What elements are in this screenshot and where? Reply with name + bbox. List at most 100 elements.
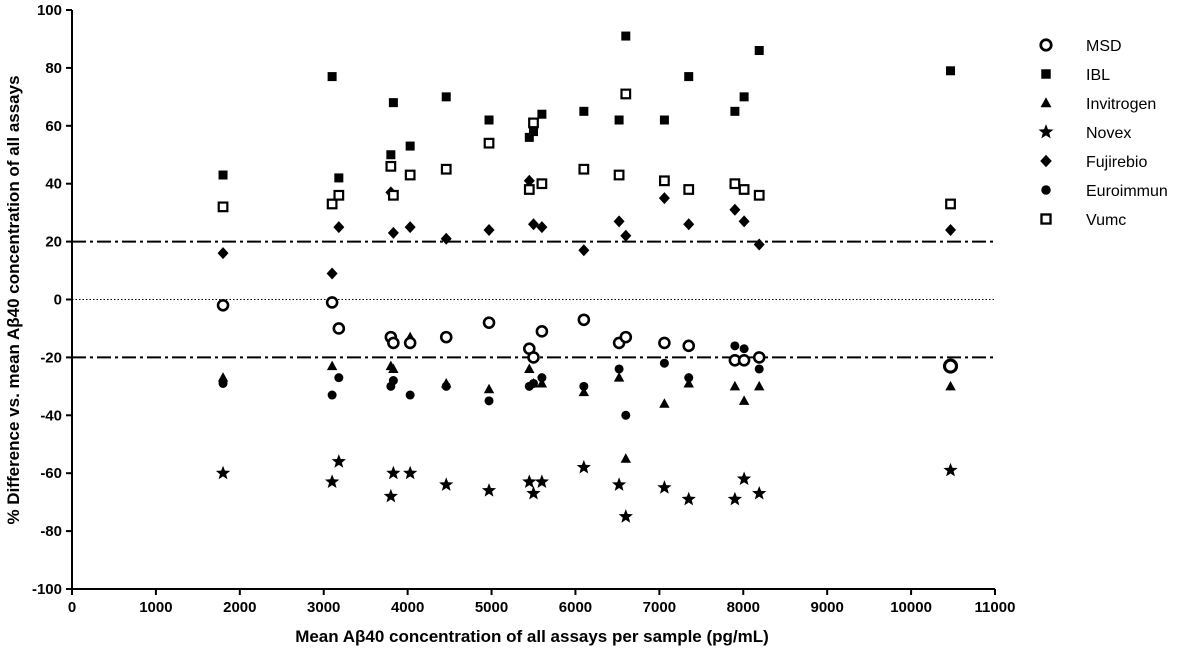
point-invitrogen — [729, 380, 741, 391]
point-fujirebio — [729, 203, 741, 216]
x-tick-label: 9000 — [810, 599, 843, 616]
x-tick-label: 11000 — [975, 599, 1016, 616]
point-fujirebio — [613, 215, 625, 228]
point-novex — [481, 483, 497, 497]
point-novex — [383, 488, 398, 503]
point-msd — [439, 330, 453, 344]
point-msd — [535, 325, 549, 338]
point-euroimmun — [529, 378, 538, 388]
point-msd — [942, 358, 959, 374]
point-msd — [577, 313, 591, 327]
point-novex — [576, 459, 591, 474]
point-fujirebio — [683, 218, 695, 231]
reference-lines — [72, 240, 995, 359]
point-euroimmun — [537, 373, 547, 383]
point-fujirebio — [658, 192, 670, 205]
point-euroimmun — [388, 376, 398, 386]
point-fujirebio — [528, 218, 539, 231]
point-vumc — [620, 88, 632, 100]
point-msd — [325, 296, 339, 309]
data-points — [215, 31, 959, 523]
legend-marker-novex — [1038, 124, 1054, 139]
point-invitrogen — [613, 372, 625, 382]
point-novex — [324, 474, 340, 488]
legend: MSD IBL Invitrogen Novex Fujirebio Euroimmun V… — [1038, 38, 1168, 229]
point-fujirebio — [578, 244, 590, 257]
point-ibl — [946, 66, 956, 76]
point-vumc — [528, 117, 539, 129]
legend-label: Novex — [1086, 125, 1131, 142]
point-fujirebio — [483, 224, 495, 237]
point-ibl — [386, 150, 396, 160]
y-tick-label: 20 — [45, 234, 62, 251]
point-ibl — [754, 46, 764, 56]
point-vumc — [578, 163, 590, 175]
point-msd — [658, 336, 671, 350]
point-ibl — [579, 106, 589, 116]
series-ibl — [218, 31, 956, 183]
y-tick-label: 0 — [54, 292, 62, 309]
point-fujirebio — [333, 221, 345, 234]
point-novex — [522, 474, 537, 488]
point-invitrogen — [683, 377, 694, 388]
point-euroimmun — [218, 378, 228, 388]
point-novex — [943, 462, 958, 477]
point-msd — [403, 336, 417, 350]
point-euroimmun — [621, 410, 631, 420]
point-vumc — [326, 198, 338, 210]
series-euroimmun — [218, 341, 956, 420]
point-fujirebio — [536, 221, 548, 234]
point-invitrogen — [217, 372, 229, 382]
point-euroimmun — [730, 341, 740, 351]
point-fujirebio — [753, 238, 765, 251]
point-fujirebio — [387, 226, 399, 239]
point-fujirebio — [523, 174, 535, 187]
x-tick-label: 2000 — [223, 599, 256, 616]
x-tick-label: 4000 — [391, 599, 424, 616]
point-novex — [403, 465, 418, 480]
point-euroimmun — [659, 358, 669, 368]
legend-marker-vumc — [1040, 213, 1052, 225]
point-vumc — [385, 160, 397, 172]
point-ibl — [218, 170, 228, 180]
legend-item-invitrogen: Invitrogen — [1040, 96, 1156, 113]
point-msd — [737, 353, 751, 367]
point-ibl — [621, 31, 631, 41]
point-msd — [752, 351, 766, 364]
point-vumc — [217, 201, 229, 213]
legend-item-msd: MSD — [1039, 38, 1122, 55]
legend-marker-invitrogen — [1040, 97, 1052, 108]
point-vumc — [440, 163, 452, 175]
point-ibl — [659, 115, 669, 125]
y-tick-label: 100 — [37, 2, 62, 19]
legend-marker-msd — [1039, 38, 1053, 52]
point-vumc — [738, 184, 750, 195]
point-msd — [332, 322, 346, 335]
x-tick-label: 0 — [68, 599, 76, 616]
series-novex — [215, 454, 958, 523]
point-ibl — [529, 127, 538, 137]
point-ibl — [405, 141, 415, 151]
point-invitrogen — [326, 360, 338, 371]
point-vumc — [536, 178, 548, 190]
x-tick-label: 10000 — [890, 599, 932, 616]
point-novex — [215, 465, 231, 480]
y-tick-label: -20 — [40, 349, 62, 366]
point-novex — [331, 454, 346, 468]
point-novex — [534, 474, 550, 488]
point-invitrogen — [754, 380, 765, 391]
point-invitrogen — [483, 383, 495, 394]
x-tick-label: 8000 — [727, 599, 760, 616]
point-novex — [386, 465, 401, 480]
point-ibl — [327, 72, 337, 82]
point-msd — [482, 316, 496, 329]
point-ibl — [730, 106, 740, 116]
point-novex — [657, 480, 672, 494]
point-ibl — [684, 72, 694, 82]
point-fujirebio — [440, 232, 452, 245]
point-euroimmun — [334, 373, 344, 383]
y-tick-label: -40 — [40, 407, 62, 424]
point-invitrogen — [659, 398, 670, 408]
point-invitrogen — [578, 386, 590, 397]
